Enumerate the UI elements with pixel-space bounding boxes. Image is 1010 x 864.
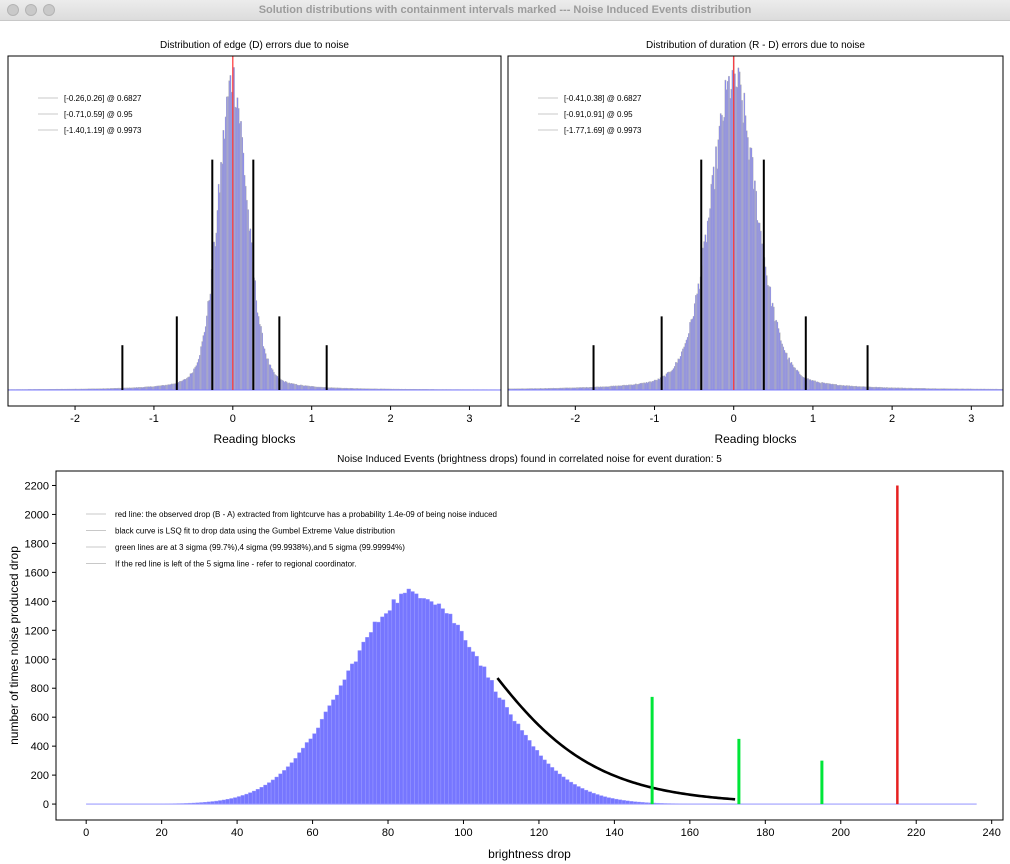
x-tick-label: 180 [756, 827, 774, 839]
close-window-button[interactable] [7, 4, 19, 16]
y-tick-label: 400 [31, 741, 49, 753]
legend-entry: red line: the observed drop (B - A) extr… [115, 510, 497, 519]
x-tick-label: 0 [731, 413, 737, 425]
y-tick-label: 1200 [25, 625, 49, 637]
legend-entry: [-0.41,0.38] @ 0.6827 [564, 94, 642, 103]
x-tick-label: -1 [650, 413, 660, 425]
x-tick-label: 200 [832, 827, 850, 839]
histogram-bars [507, 56, 1004, 391]
gumbel-fit-curve [496, 677, 736, 801]
legend-entry: green lines are at 3 sigma (99.7%),4 sig… [115, 543, 405, 552]
window-title: Solution distributions with containment … [258, 4, 752, 16]
legend-entry: [-1.40,1.19] @ 0.9973 [64, 126, 142, 135]
y-tick-label: 2200 [25, 480, 49, 492]
y-tick-label: 1800 [25, 538, 49, 550]
x-tick-label: 3 [466, 413, 472, 425]
histogram-bars [85, 588, 977, 805]
zoom-window-button[interactable] [43, 4, 55, 16]
legend-entry: [-0.26,0.26] @ 0.6827 [64, 94, 142, 103]
x-tick-label: 0 [230, 413, 236, 425]
x-axis-label: brightness drop [488, 847, 571, 861]
legend-entry: black curve is LSQ fit to drop data usin… [115, 527, 395, 536]
x-axis-label: Reading blocks [714, 432, 796, 446]
y-tick-label: 1000 [25, 654, 49, 666]
x-tick-label: 2 [889, 413, 895, 425]
y-tick-label: 0 [43, 799, 49, 811]
x-tick-label: -1 [149, 413, 159, 425]
y-tick-label: 2000 [25, 509, 49, 521]
x-tick-label: 140 [605, 827, 623, 839]
y-tick-label: 200 [31, 770, 49, 782]
x-tick-label: 100 [454, 827, 472, 839]
window-titlebar: Solution distributions with containment … [0, 0, 1010, 21]
plot-frame [507, 55, 1004, 407]
x-tick-label: 160 [681, 827, 699, 839]
x-tick-label: 60 [306, 827, 318, 839]
y-tick-label: 1400 [25, 596, 49, 608]
plot-frame [55, 470, 1004, 821]
y-tick-label: 800 [31, 683, 49, 695]
chart-title: Noise Induced Events (brightness drops) … [337, 454, 722, 465]
x-tick-label: 2 [388, 413, 394, 425]
x-tick-label: 20 [156, 827, 168, 839]
noise-events-chart: Noise Induced Events (brightness drops) … [7, 454, 1004, 861]
x-tick-label: 120 [530, 827, 548, 839]
y-tick-label: 1600 [25, 567, 49, 579]
x-axis-label: Reading blocks [213, 432, 295, 446]
plots-area: Distribution of edge (D) errors due to n… [7, 40, 1004, 861]
chart-title: Distribution of edge (D) errors due to n… [160, 40, 349, 51]
y-tick-label: 600 [31, 712, 49, 724]
x-tick-label: 80 [382, 827, 394, 839]
x-tick-label: -2 [570, 413, 580, 425]
x-tick-label: 40 [231, 827, 243, 839]
legend-entry: [-0.91,0.91] @ 0.95 [564, 110, 633, 119]
x-tick-label: -2 [70, 413, 80, 425]
x-tick-label: 220 [907, 827, 925, 839]
x-tick-label: 3 [968, 413, 974, 425]
legend-entry: If the red line is left of the 5 sigma l… [115, 560, 356, 569]
x-tick-label: 1 [309, 413, 315, 425]
legend-entry: [-0.71,0.59] @ 0.95 [64, 110, 133, 119]
plot-frame [7, 55, 502, 407]
y-axis-label: number of times noise produced drop [7, 546, 21, 745]
error-distribution-chart-2: Distribution of duration (R - D) errors … [507, 40, 1004, 446]
x-tick-label: 0 [83, 827, 89, 839]
x-tick-label: 240 [983, 827, 1001, 839]
legend-entry: [-1.77,1.69] @ 0.9973 [564, 126, 642, 135]
minimize-window-button[interactable] [25, 4, 37, 16]
x-tick-label: 1 [810, 413, 816, 425]
error-distribution-chart-1: Distribution of edge (D) errors due to n… [7, 40, 502, 446]
chart-title: Distribution of duration (R - D) errors … [646, 40, 865, 51]
